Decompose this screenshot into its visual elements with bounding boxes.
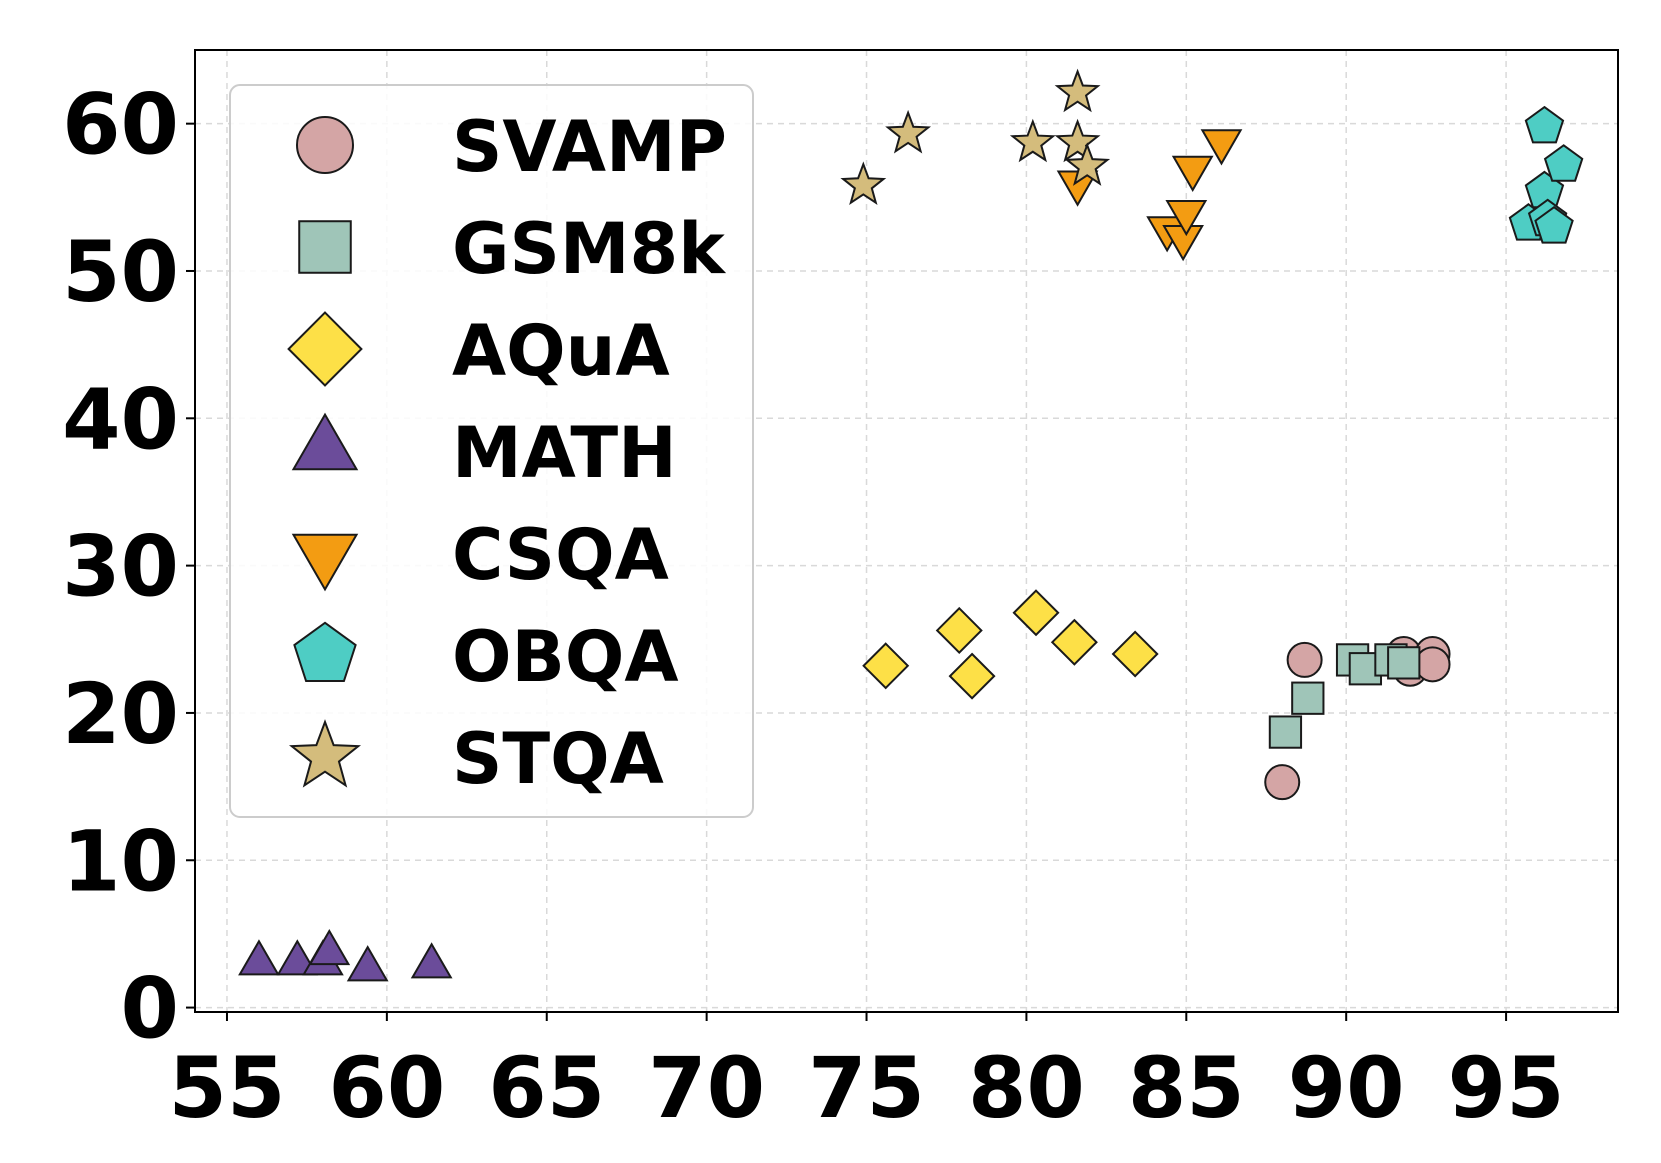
x-tick-label-80: 80: [968, 1039, 1085, 1137]
point-gsm8k-1: [1291, 681, 1325, 715]
y-tick-label-50: 50: [62, 223, 179, 321]
legend-box: [229, 84, 754, 818]
legend-item-gsm8k: GSM8k: [298, 208, 726, 290]
point-obqa-5: [1543, 144, 1584, 182]
legend-item-svamp: SVAMP: [296, 106, 727, 188]
x-tick-label-95: 95: [1448, 1039, 1565, 1137]
point-aqua-3: [1012, 589, 1060, 637]
point-stqa-5: [1064, 142, 1111, 186]
y-tick-label-20: 20: [62, 665, 179, 763]
point-csqa-5: [1200, 129, 1243, 166]
y-tick-label-60: 60: [62, 76, 179, 174]
point-stqa-1: [885, 109, 932, 154]
legend-marker-stqa: [288, 719, 362, 788]
point-math-0: [238, 939, 280, 976]
x-tick-label-70: 70: [648, 1039, 765, 1137]
point-obqa-4: [1534, 205, 1574, 244]
x-tick-label-65: 65: [488, 1039, 605, 1137]
point-aqua-2: [948, 652, 996, 700]
point-stqa-3: [1054, 68, 1101, 113]
point-svamp-0: [1264, 764, 1301, 801]
legend-label-svamp: SVAMP: [452, 106, 727, 188]
legend-marker-gsm8k: [298, 220, 352, 274]
point-aqua-1: [935, 606, 983, 654]
x-tick-label-55: 55: [169, 1039, 286, 1137]
point-stqa-2: [1009, 118, 1056, 163]
legend-label-stqa: STQA: [452, 718, 664, 800]
point-math-5: [410, 942, 453, 979]
legend-label-math: MATH: [452, 412, 677, 494]
y-tick-label-30: 30: [62, 518, 179, 616]
series-math: [238, 928, 453, 982]
y-tick-label-0: 0: [121, 960, 179, 1058]
plot-frame: [194, 49, 1619, 1013]
point-svamp-1: [1286, 641, 1323, 678]
series-stqa: [840, 68, 1111, 206]
point-aqua-5: [1111, 630, 1159, 678]
point-stqa-4: [1054, 118, 1101, 163]
point-aqua-4: [1050, 618, 1098, 666]
legend: SVAMP GSM8k AQuA MATH CSQA OBQA STQA: [229, 84, 754, 818]
point-gsm8k-5: [1387, 646, 1421, 680]
legend-item-obqa: OBQA: [293, 616, 679, 698]
y-tick-label-40: 40: [62, 370, 179, 468]
point-obqa-1: [1524, 105, 1565, 144]
legend-label-obqa: OBQA: [452, 616, 679, 698]
point-math-3: [308, 928, 351, 966]
legend-marker-csqa: [291, 533, 359, 592]
point-gsm8k-0: [1268, 715, 1303, 749]
point-csqa-3: [1165, 200, 1208, 237]
legend-marker-obqa: [293, 621, 357, 683]
legend-marker-math: [291, 412, 359, 471]
point-aqua-0: [862, 642, 910, 690]
legend-marker-aqua: [287, 311, 363, 387]
point-csqa-4: [1171, 155, 1214, 192]
legend-item-csqa: CSQA: [291, 514, 669, 596]
legend-label-aqua: AQuA: [452, 310, 670, 392]
point-stqa-0: [840, 161, 887, 206]
point-svamp-5: [1414, 646, 1451, 683]
series-gsm8k: [1268, 643, 1421, 749]
series-obqa: [1508, 105, 1584, 244]
x-tick-label-85: 85: [1128, 1039, 1245, 1137]
x-tick-label-90: 90: [1288, 1039, 1405, 1137]
legend-item-math: MATH: [291, 412, 677, 494]
series-aqua: [862, 589, 1159, 700]
x-tick-label-75: 75: [808, 1039, 925, 1137]
y-tick-label-10: 10: [62, 812, 179, 910]
point-math-1: [276, 939, 319, 976]
point-math-4: [346, 945, 389, 982]
legend-label-csqa: CSQA: [452, 514, 669, 596]
legend-label-gsm8k: GSM8k: [452, 208, 726, 290]
axes: 55 60 65 70 75 80 85 90 95 0 10 20 30 40 50 60: [62, 49, 1619, 1137]
x-tick-label-60: 60: [328, 1039, 445, 1137]
legend-marker-svamp: [296, 116, 354, 174]
legend-item-aqua: AQuA: [287, 310, 670, 392]
data-points: [238, 68, 1584, 982]
legend-item-stqa: STQA: [288, 718, 664, 800]
